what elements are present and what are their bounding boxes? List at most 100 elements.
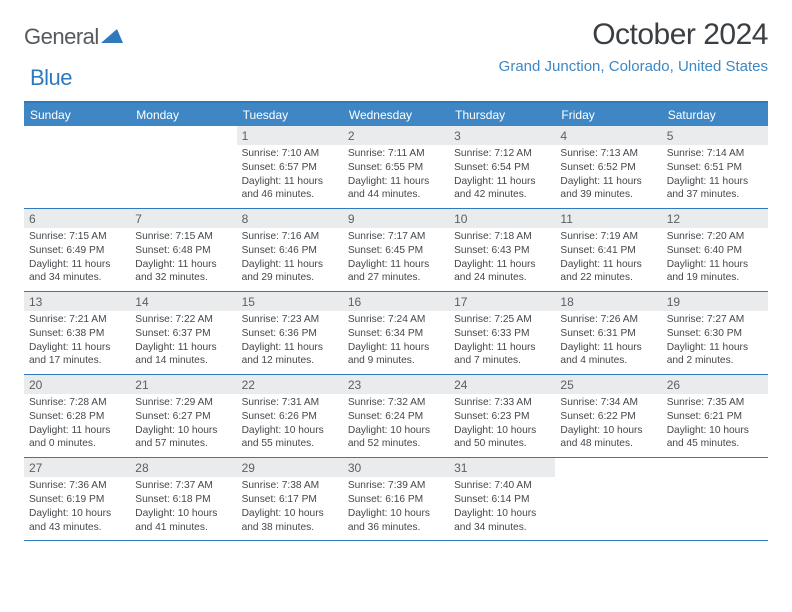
- detail-line: Sunset: 6:46 PM: [242, 244, 338, 258]
- day-number: 16: [343, 292, 449, 311]
- day-details: [555, 477, 661, 485]
- detail-line: Daylight: 10 hours and 41 minutes.: [135, 507, 231, 535]
- calendar-cell: 7Sunrise: 7:15 AMSunset: 6:48 PMDaylight…: [130, 209, 236, 291]
- weekday-header: Wednesday: [343, 103, 449, 126]
- weekday-header: Saturday: [662, 103, 768, 126]
- detail-line: Daylight: 11 hours and 34 minutes.: [29, 258, 125, 286]
- calendar-cell: 29Sunrise: 7:38 AMSunset: 6:17 PMDayligh…: [237, 458, 343, 540]
- detail-line: Daylight: 11 hours and 39 minutes.: [560, 175, 656, 203]
- detail-line: Sunrise: 7:18 AM: [454, 230, 550, 244]
- day-details: [662, 477, 768, 485]
- detail-line: Sunset: 6:31 PM: [560, 327, 656, 341]
- detail-line: Daylight: 10 hours and 38 minutes.: [242, 507, 338, 535]
- day-number: 21: [130, 375, 236, 394]
- day-number: 30: [343, 458, 449, 477]
- detail-line: Daylight: 11 hours and 24 minutes.: [454, 258, 550, 286]
- day-details: Sunrise: 7:38 AMSunset: 6:17 PMDaylight:…: [237, 477, 343, 540]
- calendar-cell: 11Sunrise: 7:19 AMSunset: 6:41 PMDayligh…: [555, 209, 661, 291]
- day-number: [555, 458, 661, 477]
- day-details: Sunrise: 7:15 AMSunset: 6:48 PMDaylight:…: [130, 228, 236, 291]
- day-number: 9: [343, 209, 449, 228]
- detail-line: Daylight: 10 hours and 36 minutes.: [348, 507, 444, 535]
- detail-line: Daylight: 11 hours and 44 minutes.: [348, 175, 444, 203]
- logo-text-1: General: [24, 24, 99, 50]
- day-number: 7: [130, 209, 236, 228]
- day-number: 1: [237, 126, 343, 145]
- detail-line: Daylight: 11 hours and 46 minutes.: [242, 175, 338, 203]
- detail-line: Sunset: 6:24 PM: [348, 410, 444, 424]
- day-number: 31: [449, 458, 555, 477]
- calendar-cell: 27Sunrise: 7:36 AMSunset: 6:19 PMDayligh…: [24, 458, 130, 540]
- detail-line: Sunrise: 7:21 AM: [29, 313, 125, 327]
- day-details: Sunrise: 7:14 AMSunset: 6:51 PMDaylight:…: [662, 145, 768, 208]
- day-details: Sunrise: 7:23 AMSunset: 6:36 PMDaylight:…: [237, 311, 343, 374]
- calendar-page: General October 2024 Grand Junction, Col…: [0, 0, 792, 541]
- calendar-cell: 21Sunrise: 7:29 AMSunset: 6:27 PMDayligh…: [130, 375, 236, 457]
- day-details: Sunrise: 7:33 AMSunset: 6:23 PMDaylight:…: [449, 394, 555, 457]
- detail-line: Sunrise: 7:22 AM: [135, 313, 231, 327]
- day-number: 11: [555, 209, 661, 228]
- detail-line: Sunset: 6:19 PM: [29, 493, 125, 507]
- calendar-cell: 25Sunrise: 7:34 AMSunset: 6:22 PMDayligh…: [555, 375, 661, 457]
- day-number: 4: [555, 126, 661, 145]
- detail-line: Sunrise: 7:38 AM: [242, 479, 338, 493]
- detail-line: Sunrise: 7:10 AM: [242, 147, 338, 161]
- detail-line: Daylight: 11 hours and 0 minutes.: [29, 424, 125, 452]
- day-number: 3: [449, 126, 555, 145]
- calendar-cell: 28Sunrise: 7:37 AMSunset: 6:18 PMDayligh…: [130, 458, 236, 540]
- day-number: 23: [343, 375, 449, 394]
- detail-line: Daylight: 11 hours and 32 minutes.: [135, 258, 231, 286]
- calendar-cell-empty: [662, 458, 768, 540]
- day-details: Sunrise: 7:28 AMSunset: 6:28 PMDaylight:…: [24, 394, 130, 457]
- day-details: Sunrise: 7:40 AMSunset: 6:14 PMDaylight:…: [449, 477, 555, 540]
- detail-line: Sunset: 6:49 PM: [29, 244, 125, 258]
- calendar-cell: 26Sunrise: 7:35 AMSunset: 6:21 PMDayligh…: [662, 375, 768, 457]
- calendar-weeks: 1Sunrise: 7:10 AMSunset: 6:57 PMDaylight…: [24, 126, 768, 541]
- weekday-header-row: SundayMondayTuesdayWednesdayThursdayFrid…: [24, 103, 768, 126]
- detail-line: Sunset: 6:55 PM: [348, 161, 444, 175]
- weekday-header: Sunday: [24, 103, 130, 126]
- detail-line: Sunset: 6:41 PM: [560, 244, 656, 258]
- detail-line: Sunset: 6:52 PM: [560, 161, 656, 175]
- calendar-cell: 31Sunrise: 7:40 AMSunset: 6:14 PMDayligh…: [449, 458, 555, 540]
- logo-text-2: Blue: [24, 65, 72, 90]
- detail-line: Sunrise: 7:40 AM: [454, 479, 550, 493]
- detail-line: Sunrise: 7:34 AM: [560, 396, 656, 410]
- calendar-cell: 8Sunrise: 7:16 AMSunset: 6:46 PMDaylight…: [237, 209, 343, 291]
- calendar-grid: SundayMondayTuesdayWednesdayThursdayFrid…: [24, 101, 768, 541]
- detail-line: Daylight: 11 hours and 12 minutes.: [242, 341, 338, 369]
- day-number: 10: [449, 209, 555, 228]
- day-details: Sunrise: 7:17 AMSunset: 6:45 PMDaylight:…: [343, 228, 449, 291]
- detail-line: Daylight: 10 hours and 52 minutes.: [348, 424, 444, 452]
- detail-line: Sunset: 6:48 PM: [135, 244, 231, 258]
- detail-line: Sunrise: 7:17 AM: [348, 230, 444, 244]
- day-number: 19: [662, 292, 768, 311]
- detail-line: Sunrise: 7:11 AM: [348, 147, 444, 161]
- day-number: 27: [24, 458, 130, 477]
- calendar-cell: 9Sunrise: 7:17 AMSunset: 6:45 PMDaylight…: [343, 209, 449, 291]
- detail-line: Sunset: 6:54 PM: [454, 161, 550, 175]
- day-details: Sunrise: 7:26 AMSunset: 6:31 PMDaylight:…: [555, 311, 661, 374]
- day-number: [24, 126, 130, 145]
- calendar-cell: 2Sunrise: 7:11 AMSunset: 6:55 PMDaylight…: [343, 126, 449, 208]
- detail-line: Sunset: 6:23 PM: [454, 410, 550, 424]
- detail-line: Sunrise: 7:12 AM: [454, 147, 550, 161]
- detail-line: Daylight: 11 hours and 14 minutes.: [135, 341, 231, 369]
- detail-line: Sunset: 6:43 PM: [454, 244, 550, 258]
- calendar-week-row: 6Sunrise: 7:15 AMSunset: 6:49 PMDaylight…: [24, 209, 768, 292]
- logo-triangle-icon: [101, 27, 123, 48]
- detail-line: Sunset: 6:17 PM: [242, 493, 338, 507]
- detail-line: Sunrise: 7:36 AM: [29, 479, 125, 493]
- day-details: Sunrise: 7:15 AMSunset: 6:49 PMDaylight:…: [24, 228, 130, 291]
- detail-line: Sunset: 6:45 PM: [348, 244, 444, 258]
- day-number: [130, 126, 236, 145]
- detail-line: Sunset: 6:51 PM: [667, 161, 763, 175]
- detail-line: Sunrise: 7:20 AM: [667, 230, 763, 244]
- day-number: 28: [130, 458, 236, 477]
- day-details: Sunrise: 7:34 AMSunset: 6:22 PMDaylight:…: [555, 394, 661, 457]
- day-number: 13: [24, 292, 130, 311]
- day-details: Sunrise: 7:18 AMSunset: 6:43 PMDaylight:…: [449, 228, 555, 291]
- detail-line: Sunset: 6:14 PM: [454, 493, 550, 507]
- day-details: [130, 145, 236, 153]
- calendar-cell: 19Sunrise: 7:27 AMSunset: 6:30 PMDayligh…: [662, 292, 768, 374]
